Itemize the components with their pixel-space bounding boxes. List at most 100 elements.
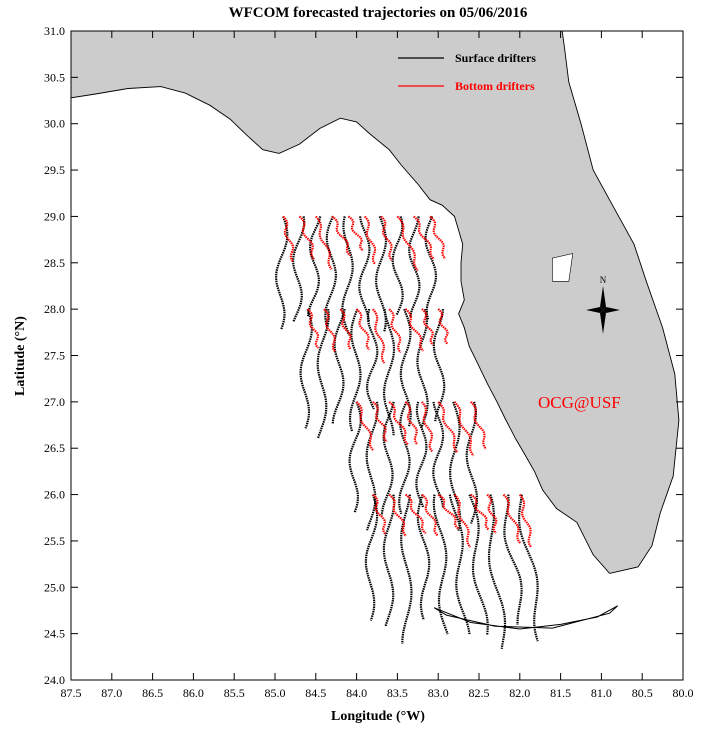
x-tick-label: 84.5 — [305, 686, 326, 700]
surface-trajectory — [517, 494, 539, 642]
bottom-trajectory — [518, 493, 533, 548]
y-tick-label: 25.0 — [44, 580, 65, 594]
legend-bottom-label: Bottom drifters — [455, 79, 535, 93]
bottom-trajectory — [437, 308, 449, 345]
y-tick-label: 28.5 — [44, 256, 65, 270]
bottom-trajectory — [437, 401, 459, 453]
bottom-trajectory — [388, 308, 402, 354]
bottom-trajectory — [502, 493, 522, 545]
bottom-trajectory — [470, 401, 487, 450]
surface-trajectory — [348, 401, 362, 514]
surface-trajectory — [465, 401, 479, 524]
surface-trajectory — [448, 494, 471, 635]
bottom-trajectory — [404, 493, 427, 534]
bottom-trajectory — [421, 401, 434, 453]
x-tick-label: 83.0 — [428, 686, 449, 700]
bottom-trajectory — [453, 401, 475, 457]
bottom-trajectory — [470, 493, 490, 531]
y-tick-label: 28.0 — [44, 302, 65, 316]
legend: Surface drifters Bottom drifters — [398, 51, 536, 93]
surface-trajectory — [383, 308, 396, 436]
surface-trajectory — [408, 216, 421, 318]
x-tick-label: 80.0 — [673, 686, 694, 700]
bottom-trajectory — [331, 215, 351, 257]
surface-trajectory — [364, 494, 379, 621]
surface-trajectory — [424, 216, 438, 321]
bottom-trajectory — [355, 401, 374, 451]
surface-trajectory — [292, 216, 306, 323]
watermark: OCG@USF — [538, 393, 621, 412]
surface-trajectory — [415, 401, 428, 508]
y-tick-label: 27.0 — [44, 395, 65, 409]
surface-trajectory — [391, 216, 404, 316]
bottom-trajectory — [363, 215, 377, 266]
lake — [552, 253, 574, 282]
y-axis-title: Latitude (°N) — [13, 316, 28, 396]
surface-trajectory — [324, 215, 338, 328]
x-axis-title: Longitude (°W) — [331, 709, 425, 724]
surface-trajectory — [432, 494, 449, 635]
y-tick-label: 26.5 — [44, 441, 65, 455]
surface-trajectory — [274, 216, 289, 331]
compass-north-label: N — [600, 275, 607, 285]
land-mass — [70, 30, 680, 630]
plot-title: WFCOM forecasted trajectories on 05/06/2… — [229, 5, 528, 21]
bottom-trajectory — [306, 308, 320, 349]
bottom-trajectory — [355, 308, 371, 351]
bottom-trajectory — [421, 308, 434, 346]
x-tick-label: 87.0 — [101, 686, 122, 700]
y-tick-label: 24.0 — [44, 673, 65, 687]
x-tick-label: 80.5 — [632, 686, 653, 700]
compass-north-arrow — [600, 286, 606, 310]
bottom-trajectories — [282, 215, 533, 548]
surface-trajectory — [399, 308, 412, 427]
bottom-trajectory — [396, 215, 419, 272]
surface-trajectory — [358, 216, 371, 322]
surface-trajectory — [503, 494, 523, 625]
surface-trajectory — [382, 494, 396, 628]
y-tick-label: 30.5 — [44, 70, 65, 84]
x-tick-label: 82.0 — [509, 686, 530, 700]
bottom-trajectory — [429, 215, 447, 260]
x-tick-label: 82.5 — [469, 686, 490, 700]
bottom-trajectory — [282, 215, 295, 263]
y-tick-label: 24.5 — [44, 627, 65, 641]
surface-trajectory — [468, 494, 489, 636]
bottom-trajectory — [372, 308, 386, 364]
surface-trajectory — [348, 308, 362, 432]
bottom-trajectory — [404, 401, 419, 446]
x-tick-label: 81.5 — [550, 686, 571, 700]
surface-trajectory — [307, 216, 322, 317]
bottom-trajectory — [412, 215, 435, 260]
surface-trajectory — [400, 494, 413, 644]
surface-trajectory — [487, 494, 507, 649]
surface-trajectory — [416, 308, 429, 429]
x-tick-label: 87.5 — [61, 686, 82, 700]
y-tick-label: 26.0 — [44, 488, 65, 502]
florida-keys — [433, 605, 619, 630]
legend-surface-label: Surface drifters — [455, 51, 536, 65]
compass-rose: N — [586, 275, 620, 334]
y-tick-label: 25.5 — [44, 534, 65, 548]
bottom-trajectory — [372, 401, 388, 443]
bottom-trajectory — [314, 215, 333, 270]
surface-trajectory — [331, 308, 346, 425]
bottom-trajectory — [372, 493, 387, 536]
bottom-trajectory — [437, 493, 460, 530]
bottom-trajectory — [388, 401, 409, 446]
surface-trajectory — [365, 308, 379, 410]
y-tick-label: 31.0 — [44, 24, 65, 38]
surface-trajectory — [432, 401, 445, 509]
surface-trajectory — [316, 308, 330, 439]
y-axis: 31.0 30.5 30.0 29.5 29.0 28.5 28.0 27.5 27.0 26.5… — [44, 24, 683, 687]
surface-trajectory — [432, 309, 446, 422]
y-tick-label: 29.5 — [44, 163, 65, 177]
x-tick-label: 84.0 — [346, 686, 367, 700]
bottom-trajectory — [404, 308, 425, 352]
bottom-trajectory — [323, 308, 337, 353]
bottom-trajectory — [347, 215, 364, 252]
y-tick-label: 29.0 — [44, 209, 65, 223]
x-tick-label: 81.0 — [591, 686, 612, 700]
bottom-trajectory — [486, 493, 498, 534]
